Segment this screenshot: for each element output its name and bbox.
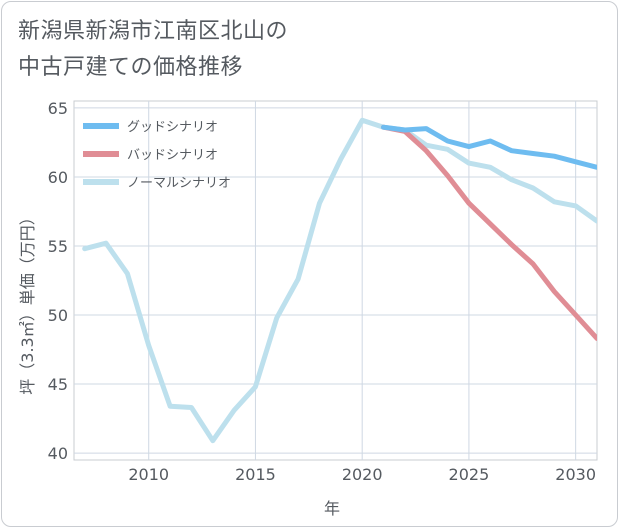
- y-tick-label: 45: [48, 375, 68, 394]
- series-line-2: [381, 124, 597, 341]
- grid-lines: [74, 101, 597, 460]
- series-line-1: [381, 124, 597, 170]
- axes: 40 45 50 55 60 65 2010 2015 2020 2025 2030: [48, 99, 596, 484]
- x-axis-label: 年: [324, 499, 340, 518]
- series-layer: [82, 117, 597, 444]
- y-tick-label: 60: [48, 168, 68, 187]
- title-line-2: 中古戸建ての価格推移: [18, 55, 244, 80]
- x-tick-label: 2030: [555, 465, 596, 484]
- title-line-1: 新潟県新潟市江南区北山の: [18, 19, 289, 44]
- y-tick-label: 50: [48, 306, 68, 325]
- plot-area: [73, 100, 598, 461]
- x-tick-label: 2015: [235, 465, 276, 484]
- legend-label: バッドシナリオ: [127, 148, 218, 163]
- x-tick-label: 2020: [342, 465, 383, 484]
- y-tick-label: 65: [48, 99, 68, 118]
- legend-label: グッドシナリオ: [127, 120, 218, 135]
- y-tick-label: 40: [48, 444, 68, 463]
- y-tick-label: 55: [48, 237, 68, 256]
- x-tick-label: 2010: [128, 465, 169, 484]
- legend-label: ノーマルシナリオ: [127, 176, 231, 191]
- series-line-3: [82, 117, 597, 444]
- y-axis-label: 坪（3.3㎡）単価（万円）: [18, 209, 37, 394]
- x-tick-label: 2025: [449, 465, 490, 484]
- chart-title: 新潟県新潟市江南区北山の 中古戸建ての価格推移: [18, 14, 288, 86]
